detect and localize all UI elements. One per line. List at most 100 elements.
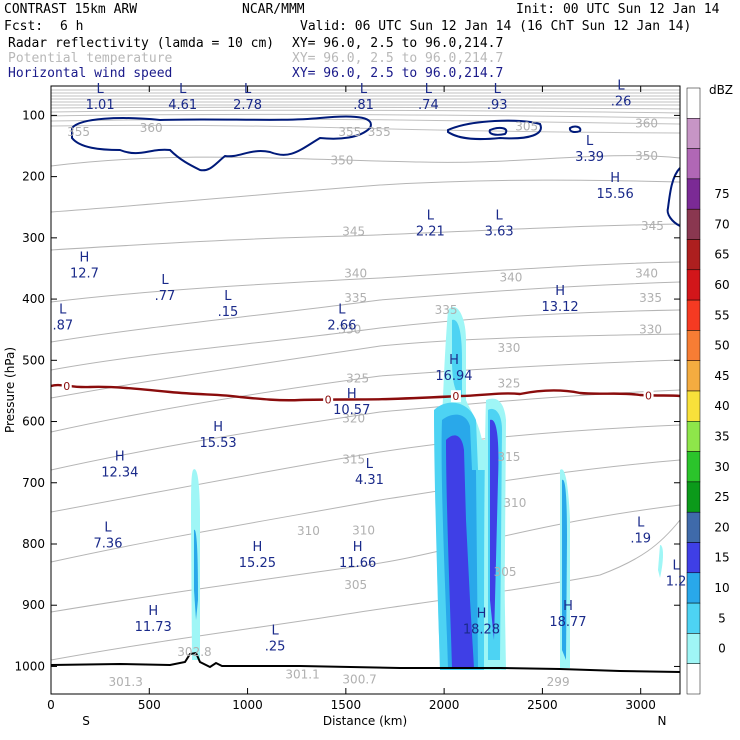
wind-extremum-value: 2.66 — [327, 319, 356, 334]
wind-extremum-value: 4.31 — [355, 473, 384, 488]
field-reflectivity-xy: XY= 96.0, 2.5 to 96.0,214.7 — [292, 36, 503, 51]
theta-label: 335 — [639, 291, 662, 305]
colorbar-level-label: 50 — [714, 339, 729, 353]
wind-extremum-marker: L — [496, 208, 504, 223]
wind-extremum-value: .93 — [487, 98, 508, 113]
x-axis-end-label: N — [658, 714, 667, 728]
field-theta-name: Potential temperature — [8, 51, 173, 66]
colorbar-swatch — [686, 481, 701, 513]
wind-extremum-marker: L — [672, 559, 680, 574]
y-tick-label: 800 — [22, 537, 45, 551]
theta-label: 310 — [297, 524, 320, 538]
theta-label: 330 — [338, 323, 361, 337]
header-center-title: NCAR/MMM — [242, 2, 305, 17]
colorbar-swatch — [686, 148, 701, 180]
wind-extremum-marker: L — [224, 289, 232, 304]
theta-label: 320 — [342, 411, 365, 425]
header-left-title: CONTRAST 15km ARW — [4, 2, 137, 17]
wind-extremum-marker: L — [360, 82, 368, 97]
freezing-level-contour — [50, 383, 681, 402]
y-axis: 100 200 300 400 500 600 700 800 900 1000 — [14, 108, 680, 673]
wind-extremum-value: 15.56 — [597, 187, 634, 202]
colorbar-level-label: 10 — [714, 581, 729, 595]
theta-contours — [50, 155, 681, 661]
freezing-level-label: 0 — [325, 394, 332, 407]
colorbar-swatch — [686, 239, 701, 271]
colorbar-swatch — [686, 87, 701, 119]
wind-extremum-value: .81 — [353, 98, 374, 113]
colorbar-swatch — [686, 269, 701, 301]
wind-extremum-value: .25 — [265, 639, 286, 654]
wind-extremum-value: 11.66 — [339, 556, 376, 571]
theta-label: 299 — [547, 675, 570, 689]
field-reflectivity-name: Radar reflectivity (lamda = 10 cm) — [8, 36, 274, 51]
colorbar-level-label: 60 — [714, 278, 729, 292]
wind-extremum-value: 16.94 — [435, 369, 472, 384]
theta-label: 355 — [67, 125, 90, 139]
colorbar-level-label: 20 — [714, 520, 729, 534]
wind-extremum-marker: L — [97, 82, 105, 97]
theta-label: 325 — [498, 377, 521, 391]
colorbar-level-label: 5 — [718, 611, 726, 625]
colorbar-swatch — [686, 451, 701, 483]
wind-extremum-value: .87 — [52, 319, 73, 334]
wind-extremum-marker: H — [347, 387, 357, 402]
theta-labels: 305 360 350 350 345 345 340 340 340 335 335 335 330 3… — [67, 116, 664, 688]
colorbar-swatch — [686, 511, 701, 543]
wind-extremum-marker: H — [148, 604, 158, 619]
freezing-level-label: 0 — [63, 380, 70, 393]
wind-extremum-value: .19 — [630, 532, 651, 547]
x-tick-label: 2500 — [527, 698, 558, 712]
colorbar-swatch — [686, 299, 701, 331]
freezing-level-label: 0 — [452, 390, 459, 403]
wind-extremum-value: 7.36 — [94, 537, 123, 552]
colorbar-swatch — [686, 390, 701, 422]
x-tick-label: 1000 — [232, 698, 263, 712]
y-tick-label: 700 — [22, 476, 45, 490]
theta-label: 330 — [639, 323, 662, 337]
wind-extremum-marker: L — [617, 78, 625, 93]
colorbar-swatch — [686, 118, 701, 149]
y-tick-label: 600 — [22, 415, 45, 429]
wind-extremum-value: 1.01 — [86, 98, 115, 113]
theta-label: 355 — [368, 125, 391, 139]
wind-extremum-value: 2.21 — [416, 224, 445, 239]
theta-label: 330 — [498, 341, 521, 355]
wind-extremum-value: .26 — [611, 94, 632, 109]
wind-extremum-value: 10.57 — [333, 403, 370, 418]
theta-label: 340 — [635, 266, 658, 280]
wind-extremum-marker: H — [115, 450, 125, 465]
x-axis-title: Distance (km) — [323, 714, 407, 728]
theta-label: 315 — [342, 452, 365, 466]
colorbar-swatch — [686, 633, 701, 664]
y-tick-label: 500 — [22, 353, 45, 367]
freezing-level-labels: 0 0 0 0 — [61, 379, 654, 407]
wind-extremum-marker: H — [213, 420, 223, 435]
field-wind-xy: XY= 96.0, 2.5 to 96.0,214.7 — [292, 66, 503, 81]
colorbar-swatch — [686, 421, 701, 452]
wind-extremum-value: 15.53 — [199, 436, 236, 451]
y-tick-label: 1000 — [14, 659, 45, 673]
theta-label: 340 — [344, 266, 367, 280]
wind-extremum-value: 13.12 — [541, 300, 578, 315]
theta-label: 305 — [344, 578, 367, 592]
theta-label: 360 — [635, 116, 658, 130]
terrain-line — [50, 651, 681, 673]
x-tick-label: 1500 — [331, 698, 362, 712]
freezing-level-label: 0 — [645, 389, 652, 402]
theta-label: 360 — [140, 121, 163, 135]
header-init: Init: 00 UTC Sun 12 Jan 14 — [516, 2, 720, 17]
wind-extremum-value: 18.77 — [549, 615, 586, 630]
colorbar-level-label: 40 — [714, 399, 729, 413]
wind-extremum-marker: L — [161, 273, 169, 288]
colorbar-level-label: 25 — [714, 490, 729, 504]
theta-label: 305 — [494, 565, 517, 579]
theta-label: 301.3 — [109, 675, 143, 689]
wind-extremum-value: 2.78 — [233, 98, 262, 113]
colorbar-unit: dBZ — [709, 83, 733, 97]
wind-extremum-value: 4.61 — [168, 98, 197, 113]
x-axis: 0 500 1000 1500 2000 2500 3000 — [47, 86, 656, 712]
theta-label: 300.7 — [342, 672, 376, 686]
y-tick-label: 100 — [22, 108, 45, 122]
theta-label: 350 — [330, 154, 353, 168]
